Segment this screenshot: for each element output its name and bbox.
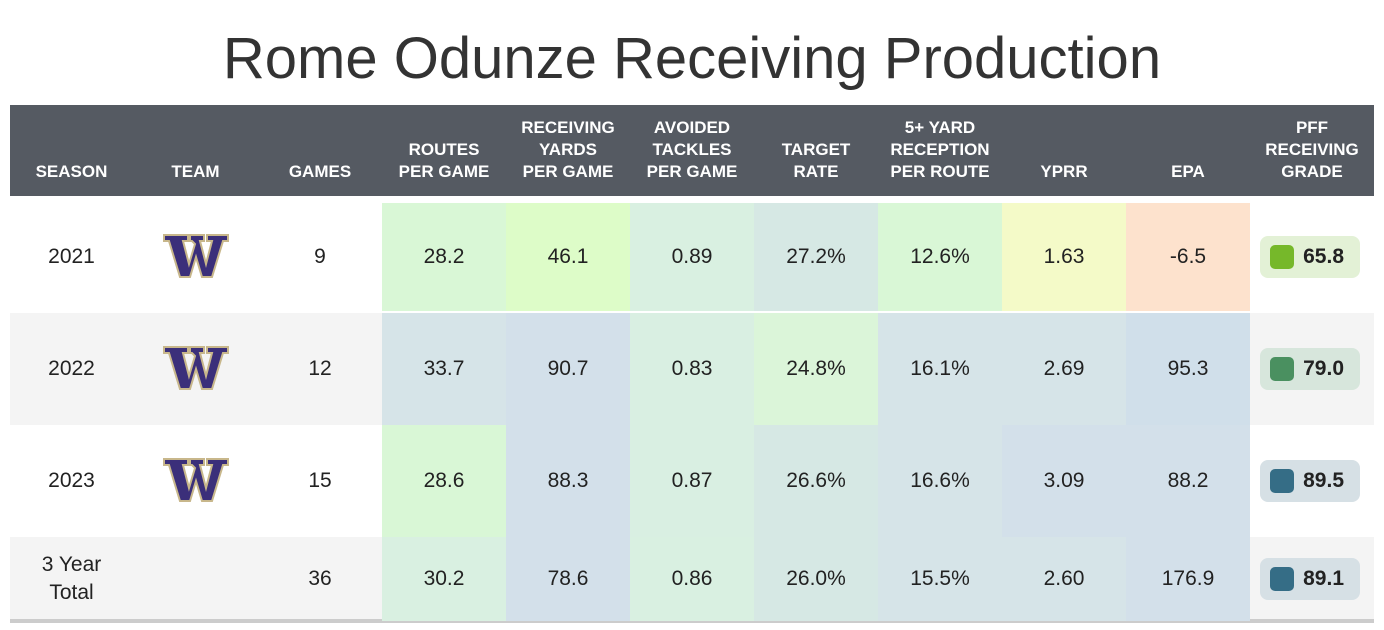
header-line: PFF	[1295, 118, 1329, 137]
stat-cell: 33.7	[382, 313, 506, 425]
stat-cell: 26.0%	[754, 537, 878, 621]
stat-cell: 0.89	[630, 203, 754, 311]
season-line: Total	[49, 581, 94, 604]
stat-cell: 88.2	[1126, 425, 1250, 537]
season-line: 2022	[48, 357, 95, 380]
stat-cell: 16.1%	[878, 313, 1002, 425]
column-header: GAMES	[258, 105, 382, 196]
season-line: 2021	[48, 245, 95, 268]
team-logo	[163, 458, 229, 502]
header-line: RATE	[793, 162, 839, 181]
stat-cell: 90.7	[506, 313, 630, 425]
header-line: RECEPTION	[890, 140, 990, 159]
header-line: RECEIVING	[1265, 140, 1359, 159]
team-logo	[163, 346, 229, 390]
stat-cell: 3.09	[1002, 425, 1126, 537]
header-line: YPRR	[1040, 162, 1088, 181]
header-line: PER GAME	[398, 162, 490, 181]
header-line: TEAM	[171, 162, 220, 181]
stat-cell: 28.2	[382, 203, 506, 311]
logo-shape	[163, 458, 229, 502]
header-line: EPA	[1171, 162, 1205, 181]
column-header: PFF RECEIVING GRADE	[1250, 105, 1374, 196]
stat-cell: 27.2%	[754, 203, 878, 311]
games-cell: 15	[308, 469, 332, 492]
games-cell: 36	[308, 567, 332, 590]
stat-cell: 15.5%	[878, 537, 1002, 621]
header-line: TARGET	[781, 140, 851, 159]
logo-shape	[163, 234, 229, 278]
games-cell: 9	[314, 245, 326, 268]
season-cell: 2021	[10, 203, 133, 311]
grade-badge: 89.1	[1260, 558, 1360, 600]
header-line: PER ROUTE	[890, 162, 990, 181]
header-line: 5+ YARD	[904, 118, 976, 137]
column-header: YPRR	[1002, 105, 1126, 196]
header-line: PER GAME	[522, 162, 614, 181]
stat-cell: 28.6	[382, 425, 506, 537]
stat-cell: 1.63	[1002, 203, 1126, 311]
grade-badge: 89.5	[1260, 460, 1360, 502]
grade-badge: 65.8	[1260, 236, 1360, 278]
logo-shape	[163, 346, 229, 390]
stat-cell: 0.86	[630, 537, 754, 621]
season-cell: 2022	[10, 315, 133, 423]
header-line: AVOIDED	[653, 118, 731, 137]
stat-cell: 0.87	[630, 425, 754, 537]
stat-cell: -6.5	[1126, 203, 1250, 311]
column-header: AVOIDED TACKLES PER GAME	[630, 105, 754, 196]
header-band	[10, 105, 1374, 196]
header-line: ROUTES	[408, 140, 480, 159]
stat-cell: 0.83	[630, 313, 754, 425]
stat-cell: 46.1	[506, 203, 630, 311]
stat-cell: 16.6%	[878, 425, 1002, 537]
grade-swatch	[1270, 469, 1294, 493]
stat-cell: 30.2	[382, 537, 506, 621]
stat-cell: 88.3	[506, 425, 630, 537]
column-header: 5+ YARD RECEPTION PER ROUTE	[878, 105, 1002, 196]
stat-cell: 26.6%	[754, 425, 878, 537]
season-cell: 2023	[10, 427, 133, 535]
title: Rome Odunze Receiving Production	[222, 25, 1162, 91]
stat-cell: 12.6%	[878, 203, 1002, 311]
column-header: ROUTES PER GAME	[382, 105, 506, 196]
column-header: SEASON	[10, 105, 133, 196]
stat-cell: 24.8%	[754, 313, 878, 425]
header-line: GAMES	[288, 162, 352, 181]
season-cell: 3 Year Total	[10, 539, 133, 619]
team-logo	[163, 234, 229, 278]
stat-cell: 176.9	[1126, 537, 1250, 621]
bottom-rule	[10, 619, 1374, 623]
games-cell: 12	[308, 357, 332, 380]
header-line: GRADE	[1281, 162, 1343, 181]
stat-cell: 2.60	[1002, 537, 1126, 621]
season-line: 2023	[48, 469, 95, 492]
column-header: RECEIVING YARDS PER GAME	[506, 105, 630, 196]
grade-swatch	[1270, 245, 1294, 269]
header-line: SEASON	[35, 162, 108, 181]
column-header: TEAM	[133, 105, 258, 196]
grade-badge: 79.0	[1260, 348, 1360, 390]
header-line: PER GAME	[646, 162, 738, 181]
grade-swatch	[1270, 567, 1294, 591]
header-line: RECEIVING	[521, 118, 615, 137]
header-line: TACKLES	[652, 140, 732, 159]
stat-cell: 95.3	[1126, 313, 1250, 425]
stat-cell: 78.6	[506, 537, 630, 621]
header-line: YARDS	[539, 140, 597, 159]
stat-cell: 2.69	[1002, 313, 1126, 425]
grade-swatch	[1270, 357, 1294, 381]
column-header: EPA	[1126, 105, 1250, 196]
column-header: TARGET RATE	[754, 105, 878, 196]
season-line: 3 Year	[41, 553, 102, 576]
